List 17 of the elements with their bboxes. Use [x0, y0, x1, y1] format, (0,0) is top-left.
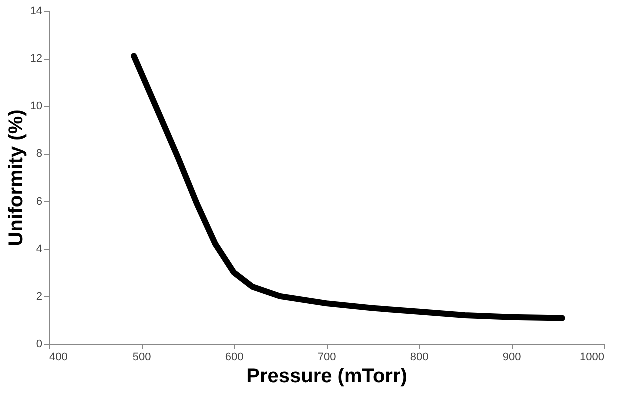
y-tick-label: 10 [30, 100, 42, 113]
x-tick-label: 700 [318, 352, 336, 364]
x-tick-label: 800 [410, 352, 429, 364]
y-tick-label: 12 [30, 53, 42, 66]
x-tick-label: 900 [502, 352, 522, 364]
x-tick-label: 1000 [580, 352, 604, 364]
y-axis-title: Uniformity (%) [5, 110, 28, 246]
y-tick-label: 6 [36, 196, 42, 208]
x-axis-title: Pressure (mTorr) [246, 366, 408, 388]
y-tick-label: 14 [30, 6, 42, 18]
x-tick-label: 400 [50, 352, 68, 364]
y-tick-label: 2 [36, 290, 42, 303]
y-tick-label: 8 [36, 148, 42, 160]
x-tick-label: 500 [132, 352, 152, 364]
y-tick-label: 0 [36, 338, 42, 350]
y-tick-label: 4 [36, 243, 42, 256]
x-tick-label: 600 [225, 352, 244, 364]
